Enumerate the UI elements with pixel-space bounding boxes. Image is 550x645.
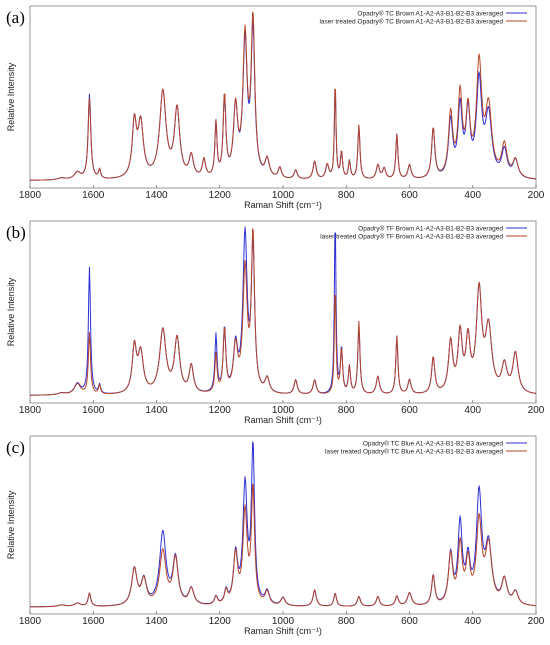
y-axis-label: Relative Intensity <box>6 490 16 559</box>
x-axis-label: Raman Shift (cm⁻¹) <box>244 200 322 210</box>
x-axis-label: Raman Shift (cm⁻¹) <box>244 626 322 636</box>
x-tick-label: 1600 <box>82 616 105 627</box>
x-tick-label: 1000 <box>272 405 295 416</box>
panel-label: (b) <box>6 223 26 242</box>
x-tick-label: 400 <box>464 616 481 627</box>
x-tick-label: 1600 <box>82 190 105 201</box>
x-tick-label: 1000 <box>272 616 295 627</box>
x-tick-label: 1400 <box>145 190 168 201</box>
x-tick-label: 1800 <box>19 190 42 201</box>
legend: Opadry® TC Brown A1-A2-A3-B1-B2-B3 avera… <box>319 9 527 25</box>
x-axis-label: Raman Shift (cm⁻¹) <box>244 415 322 425</box>
x-tick-label: 600 <box>401 190 418 201</box>
x-tick-label: 1600 <box>82 405 105 416</box>
panel-label: (c) <box>6 438 25 457</box>
legend-entry-label: Opadry® TF Brown A1-A2-A3-B1-B2-B3 avera… <box>358 224 503 232</box>
x-tick-label: 1400 <box>145 616 168 627</box>
series-line-2 <box>30 483 537 608</box>
series-line-1 <box>29 441 537 608</box>
plot-frame <box>29 220 537 404</box>
x-tick-label: 1200 <box>209 616 232 627</box>
series-line-1 <box>29 21 537 181</box>
x-tick-label: 1800 <box>19 616 42 627</box>
plot-frame <box>29 5 537 189</box>
y-axis-label: Relative Intensity <box>6 277 16 346</box>
legend: Opadry® TF Brown A1-A2-A3-B1-B2-B3 avera… <box>320 224 527 240</box>
legend-entry-label: laser treated Opadry® TF Brown A1-A2-A3-… <box>320 232 503 240</box>
x-tick-label: 200 <box>528 190 545 201</box>
x-tick-label: 800 <box>338 405 355 416</box>
x-tick-label: 400 <box>464 405 481 416</box>
x-tick-label: 1400 <box>145 405 168 416</box>
x-tick-label: 400 <box>464 190 481 201</box>
chart-panel-1: 1800 1600 1400 1200 1000 800 600 400 200 Raman Sh… <box>6 5 545 210</box>
x-tick-label: 1800 <box>19 405 42 416</box>
y-axis-label: Relative Intensity <box>6 62 16 131</box>
series-line-2 <box>29 228 537 396</box>
chart-panel-2: 1800 1600 1400 1200 1000 800 600 400 200 Raman Sh… <box>6 220 545 425</box>
series-line-2 <box>29 11 537 181</box>
legend-entry-label: Opadry® TC Blue A1-A2-A3-B1-B2-B3 averag… <box>363 439 504 447</box>
x-tick-label: 600 <box>401 616 418 627</box>
x-tick-label: 800 <box>338 190 355 201</box>
x-tick-label: 1000 <box>272 190 295 201</box>
legend-entry-label: Opadry® TC Brown A1-A2-A3-B1-B2-B3 avera… <box>357 9 503 17</box>
series-line-1 <box>30 226 537 396</box>
legend-entry-label: laser treated Opadry® TC Blue A1-A2-A3-B… <box>325 447 503 455</box>
legend-entry-label: laser treated Opadry® TC Brown A1-A2-A3-… <box>319 17 503 25</box>
x-tick-label: 800 <box>338 616 355 627</box>
x-tick-label: 1200 <box>209 190 232 201</box>
plot-frame <box>29 435 537 615</box>
x-tick-label: 200 <box>528 616 545 627</box>
chart-panel-3: 1800 1600 1400 1200 1000 800 600 400 200 Raman Sh… <box>6 435 545 636</box>
legend: Opadry® TC Blue A1-A2-A3-B1-B2-B3 averag… <box>325 439 527 455</box>
x-tick-label: 200 <box>528 405 545 416</box>
x-tick-label: 1200 <box>209 405 232 416</box>
panel-label: (a) <box>6 8 25 27</box>
x-tick-label: 600 <box>401 405 418 416</box>
